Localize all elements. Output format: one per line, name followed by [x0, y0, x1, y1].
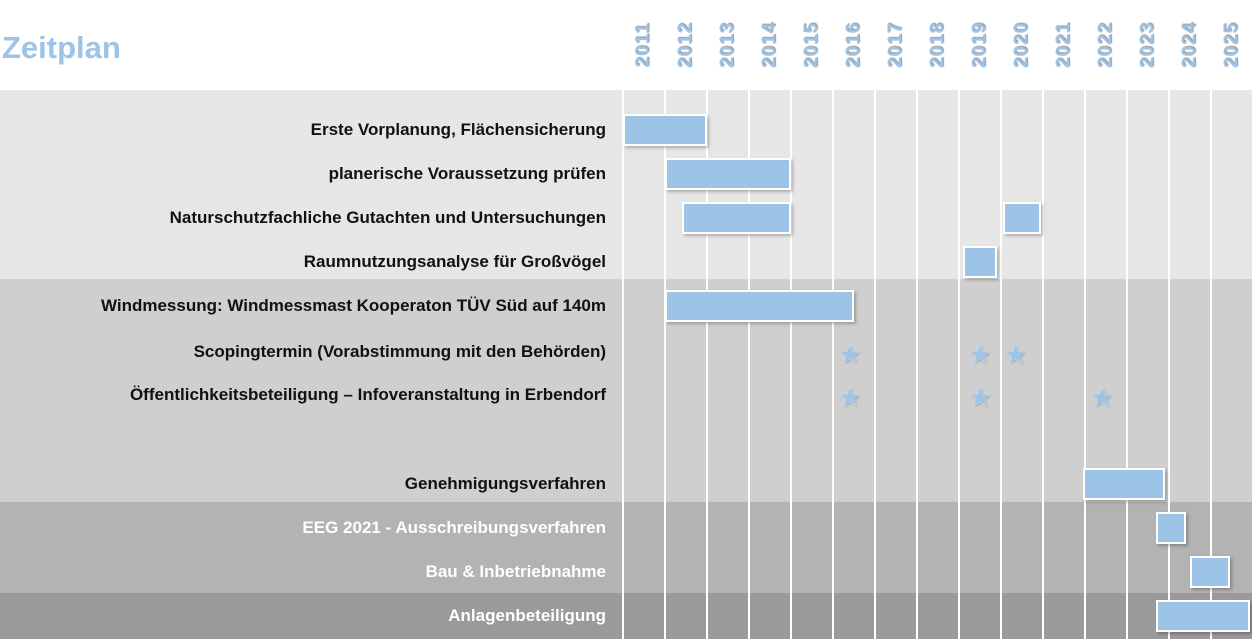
year-label: 2012: [665, 14, 707, 76]
task-bar: [623, 114, 707, 146]
grid-line: [1042, 50, 1044, 639]
grid-line: [958, 50, 960, 639]
grid-line: [1000, 50, 1002, 639]
year-label: 2013: [707, 14, 749, 76]
milestone-star-icon: ★: [1004, 339, 1028, 369]
grid-line: [1084, 50, 1086, 639]
year-label: 2024: [1169, 14, 1211, 76]
task-label: EEG 2021 - Ausschreibungsverfahren: [302, 518, 606, 537]
task-label: Anlagenbeteiligung: [448, 606, 606, 625]
grid-line: [1210, 50, 1212, 639]
task-label: Scopingtermin (Vorabstimmung mit den Beh…: [193, 342, 606, 361]
band-3: [0, 502, 1252, 593]
task-bar: [681, 202, 791, 234]
task-bar: [665, 290, 854, 322]
year-label: 2020: [1001, 14, 1043, 76]
year-label: 2019: [959, 14, 1001, 76]
task-label: Genehmigungsverfahren: [404, 474, 606, 493]
grid-line: [1168, 50, 1170, 639]
grid-line: [706, 50, 708, 639]
year-label: 2014: [749, 14, 791, 76]
year-label: 2021: [1043, 14, 1085, 76]
year-text: 2023: [1137, 21, 1158, 69]
task-bar: [1003, 202, 1041, 234]
task-label: Bau & Inbetriebnahme: [425, 562, 606, 581]
year-text: 2020: [1011, 21, 1032, 69]
grid-line: [664, 50, 666, 639]
year-label: 2016: [833, 14, 875, 76]
milestone-star-icon: ★: [838, 382, 862, 412]
year-text: 2019: [969, 21, 990, 69]
task-bar: [1082, 468, 1165, 500]
task-bar: [665, 158, 791, 190]
task-label: Erste Vorplanung, Flächensicherung: [310, 120, 606, 139]
grid-line: [916, 50, 918, 639]
year-text: 2025: [1221, 21, 1242, 69]
grid-line: [832, 50, 834, 639]
task-bar: [1156, 512, 1186, 544]
year-label: 2011: [623, 14, 665, 76]
year-label: 2025: [1211, 14, 1252, 76]
grid-line: [1126, 50, 1128, 639]
task-label: Raumnutzungsanalyse für Großvögel: [303, 252, 606, 271]
task-label: Naturschutzfachliche Gutachten und Unter…: [169, 208, 606, 227]
year-label: 2017: [875, 14, 917, 76]
milestone-star-icon: ★: [968, 382, 992, 412]
year-text: 2012: [675, 21, 696, 69]
milestone-star-icon: ★: [1090, 382, 1114, 412]
task-label: Öffentlichkeitsbeteiligung – Infoveranst…: [129, 385, 606, 404]
year-text: 2017: [885, 21, 906, 69]
grid-line: [874, 50, 876, 639]
task-bar: [1156, 600, 1250, 632]
year-text: 2011: [633, 22, 655, 68]
task-bar: [1190, 556, 1230, 588]
grid-line: [790, 50, 792, 639]
grid-line: [748, 50, 750, 639]
band-4: [0, 593, 1252, 639]
year-text: 2016: [843, 21, 864, 69]
year-text: 2022: [1095, 21, 1116, 69]
year-label: 2015: [791, 14, 833, 76]
year-text: 2021: [1053, 21, 1074, 69]
grid-line: [622, 50, 624, 639]
year-text: 2018: [927, 21, 948, 69]
chart-title: Zeitplan: [2, 30, 121, 65]
milestone-star-icon: ★: [968, 339, 992, 369]
task-label: planerische Voraussetzung prüfen: [328, 164, 606, 183]
year-label: 2022: [1085, 14, 1127, 76]
year-text: 2015: [801, 21, 822, 69]
year-text: 2014: [759, 21, 780, 69]
task-bar: [963, 246, 997, 278]
year-label: 2018: [917, 14, 959, 76]
year-label: 2023: [1127, 14, 1169, 76]
milestone-star-icon: ★: [838, 339, 862, 369]
year-text: 2024: [1179, 21, 1200, 69]
year-text: 2013: [717, 21, 738, 69]
task-label: Windmessung: Windmessmast Kooperaton TÜV…: [100, 296, 606, 315]
